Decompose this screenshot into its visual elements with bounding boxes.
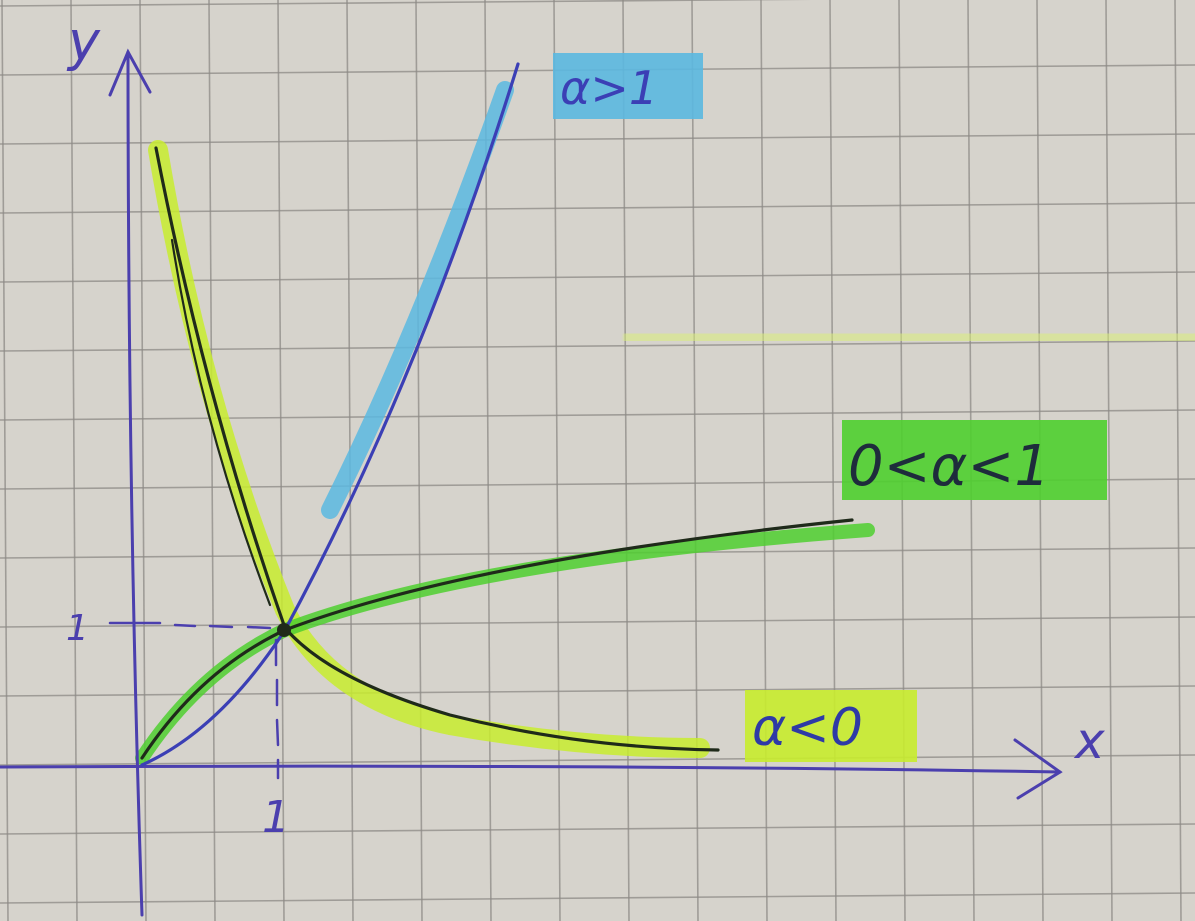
grid-line-vertical: [1, 0, 9, 921]
grid-line-vertical: [829, 0, 837, 921]
intersection-point: [277, 623, 291, 637]
grid-line-vertical: [277, 0, 285, 921]
grid-line-horizontal: [0, 133, 1195, 145]
grid-line-horizontal: [0, 616, 1195, 628]
label-alpha-0-1: 0<α<1: [848, 434, 1050, 499]
grid-line-vertical: [415, 0, 423, 921]
curve-alpha-lt-0-retrace: [170, 238, 272, 607]
grid-line-horizontal: [0, 202, 1195, 214]
x-axis: [0, 764, 1062, 774]
grid-line-vertical: [1174, 0, 1182, 921]
grid-line-horizontal: [0, 271, 1195, 283]
curve-alpha-gt-1: [140, 62, 520, 767]
grid-line-horizontal: [0, 0, 813, 7]
label-alpha-gt-1: α>1: [560, 61, 658, 115]
grid-line-vertical: [1105, 0, 1113, 921]
x-tick-label: 1: [262, 792, 290, 843]
curve-alpha-0-1: [140, 518, 854, 760]
highlight-alpha-gt-1: [321, 81, 514, 519]
curve-alpha-lt-0: [154, 146, 720, 752]
axes: [0, 48, 1063, 917]
label-alpha-lt-0: α<0: [752, 698, 863, 758]
grid-line-horizontal: [0, 892, 1195, 904]
x-tick-dash: [274, 638, 280, 780]
y-axis: [126, 50, 144, 917]
grid-line-horizontal: [0, 685, 1195, 697]
y-tick-dash: [108, 621, 272, 630]
x-axis-arrowhead: [1013, 738, 1063, 800]
y-tick-label: 1: [66, 608, 89, 649]
grid-line-horizontal: [0, 754, 1195, 766]
grid-line-vertical: [139, 0, 147, 921]
highlighter-smear: [623, 317, 1195, 357]
x-axis-label: x: [1073, 712, 1105, 770]
grid-line-vertical: [70, 0, 78, 921]
label-box-alpha-0-1: [842, 420, 1107, 500]
grid-line-horizontal: [0, 409, 1195, 421]
label-box-alpha-lt-0: [745, 690, 917, 762]
y-axis-arrowhead: [108, 48, 152, 97]
label-box-alpha-gt-1: [553, 53, 703, 119]
grid-line-vertical: [553, 0, 561, 921]
y-axis-label: y: [66, 10, 101, 73]
grid-line-vertical: [208, 0, 216, 921]
grid-line-horizontal: [0, 823, 1195, 835]
